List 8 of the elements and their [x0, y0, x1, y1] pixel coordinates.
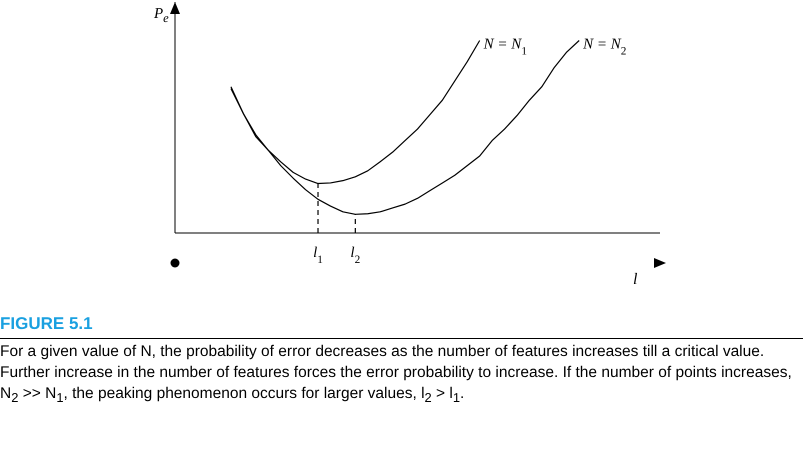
x-tick-label: l$_{2}$ — [350, 245, 360, 266]
x-axis-title: l — [633, 271, 638, 289]
y-axis-title: P$_{e}$ — [154, 6, 169, 26]
text: FIGURE 5.1 — [0, 314, 803, 339]
series-label: N = N$_{1}$ — [482, 36, 527, 58]
text: For a given value of N, the probability of error decreases as the number of features increases till a critical value. Further increase in the number of features forces the error probability to increase. If the number of points increases, N$_{2}$ >> N$_{1}$, the peaking phenomenon occurs for larger values, l$_{2}$ > l$_{1}$. — [0, 343, 792, 406]
x-tick-label: l$_{1}$ — [313, 245, 323, 266]
series-label: N = N$_{2}$ — [582, 36, 626, 58]
